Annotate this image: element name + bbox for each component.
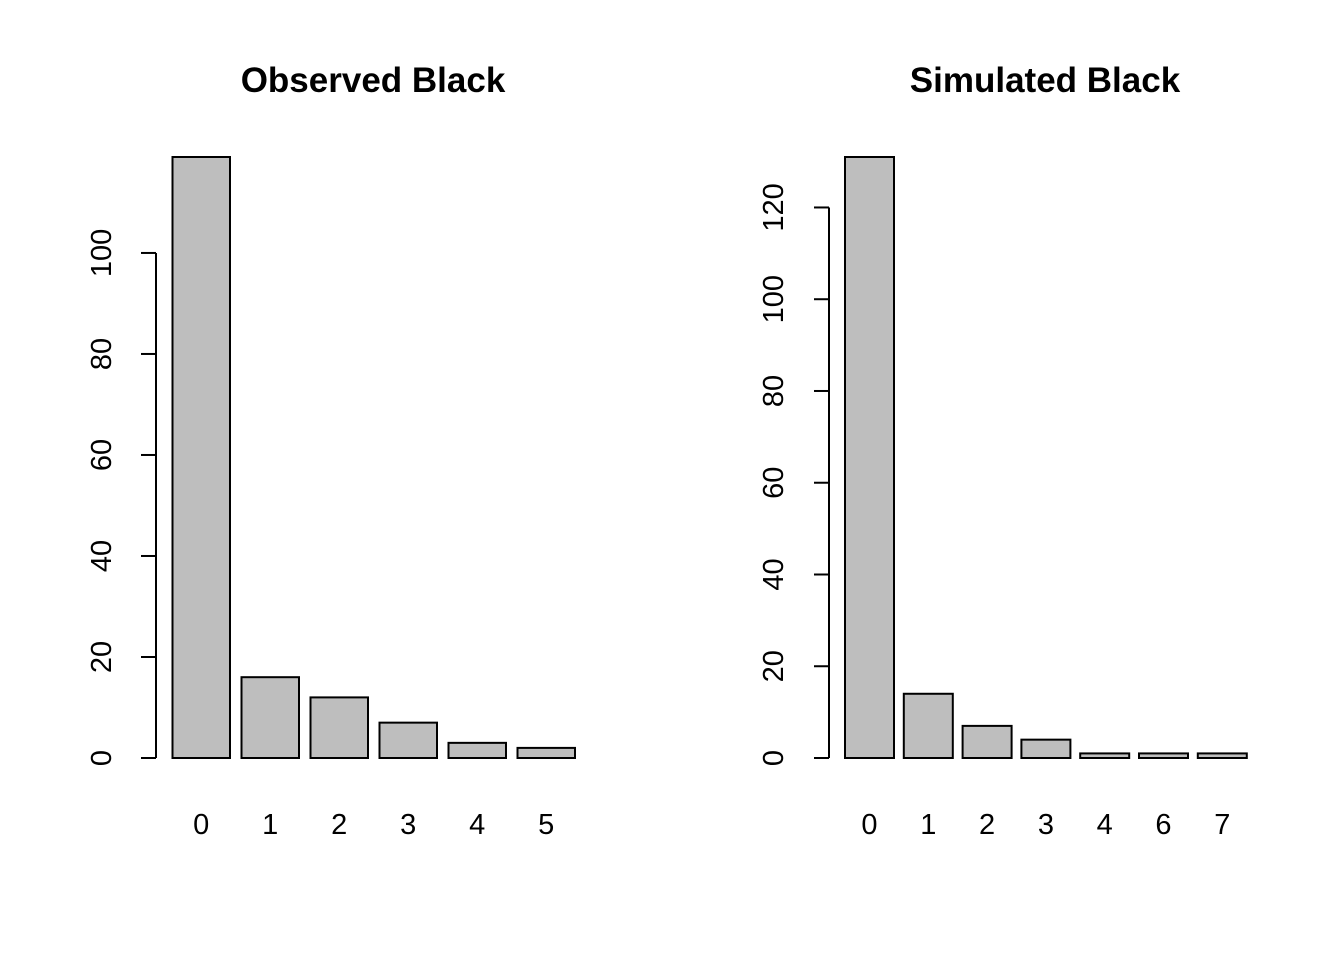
- chart-title: Observed Black: [241, 61, 506, 100]
- y-tick-label: 80: [758, 375, 790, 407]
- bar: [378, 721, 438, 759]
- x-tick-labels: 0 1 2 3 4 5: [193, 809, 554, 841]
- bar: [516, 746, 576, 760]
- bar: [1196, 752, 1248, 760]
- y-tick-label: 40: [758, 558, 790, 590]
- x-tick-label: 4: [469, 809, 485, 841]
- bar: [961, 724, 1013, 759]
- x-tick-label: 3: [400, 809, 416, 841]
- bars: [844, 156, 1248, 760]
- bar: [1020, 738, 1072, 760]
- chart-title: Simulated Black: [910, 61, 1181, 100]
- y-tick-label: 20: [86, 641, 118, 673]
- y-tick-label: 120: [758, 183, 790, 231]
- panel-observed: Observed Black 0 20 40 60 80 100 0 1 2 3 4 5: [86, 61, 576, 841]
- y-tick-label: 20: [758, 650, 790, 682]
- x-tick-label: 1: [262, 809, 278, 841]
- y-axis: 0 20 40 60 80 100 120: [758, 183, 830, 766]
- bar: [240, 676, 300, 760]
- y-tick-label: 100: [86, 229, 118, 277]
- x-tick-label: 4: [1097, 809, 1113, 841]
- y-tick-label: 0: [86, 750, 118, 766]
- y-tick-label: 60: [86, 439, 118, 471]
- bar: [1079, 752, 1131, 760]
- x-tick-label: 0: [193, 809, 209, 841]
- x-tick-label: 3: [1038, 809, 1054, 841]
- panel-simulated: Simulated Black 0 20 40 60 80 100 120 0 1 2 3 4 6 7: [758, 61, 1248, 841]
- bar: [844, 156, 895, 759]
- bars: [171, 156, 576, 760]
- y-tick-label: 40: [86, 540, 118, 572]
- x-tick-label: 5: [538, 809, 554, 841]
- y-tick-label: 100: [758, 275, 790, 323]
- x-tick-label: 2: [331, 809, 347, 841]
- y-tick-label: 80: [86, 338, 118, 370]
- bar: [447, 741, 507, 760]
- x-tick-label: 1: [920, 809, 936, 841]
- bar: [902, 692, 954, 759]
- bar: [1138, 752, 1189, 760]
- x-tick-labels: 0 1 2 3 4 6 7: [861, 809, 1230, 841]
- x-tick-label: 2: [979, 809, 995, 841]
- y-axis: 0 20 40 60 80 100: [86, 229, 157, 766]
- y-tick-label: 60: [758, 467, 790, 499]
- x-tick-label: 0: [861, 809, 877, 841]
- bar: [309, 696, 369, 759]
- x-tick-label: 6: [1155, 809, 1171, 841]
- x-tick-label: 7: [1214, 809, 1230, 841]
- bar: [171, 156, 231, 759]
- y-tick-label: 0: [758, 750, 790, 766]
